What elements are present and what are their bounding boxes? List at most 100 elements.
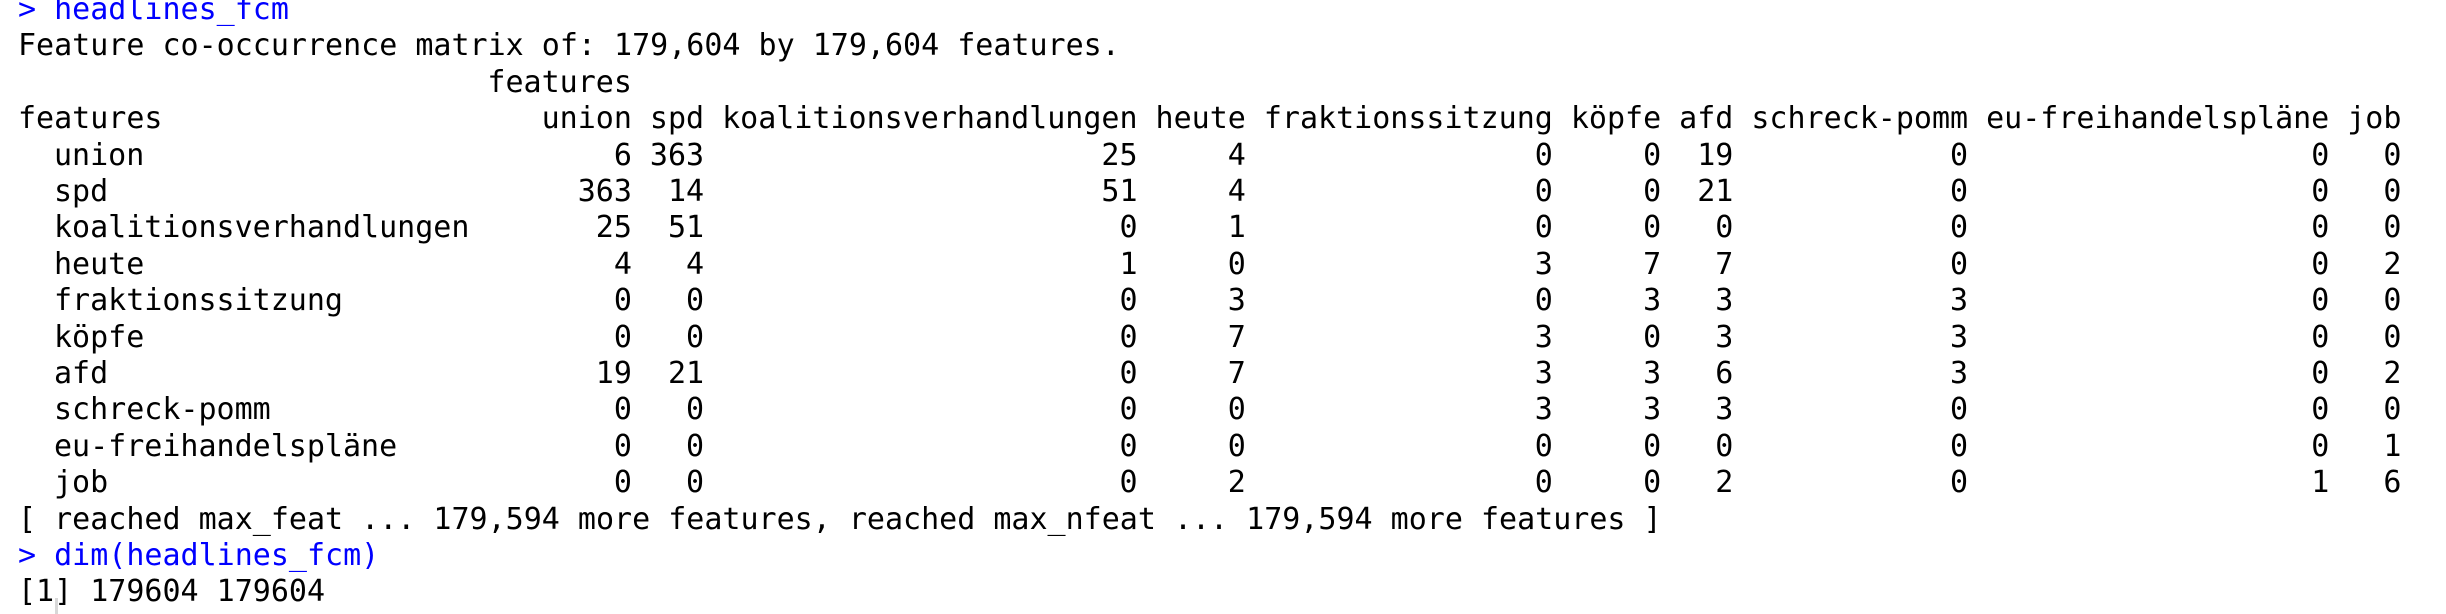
matrix-cell: 3 bbox=[1534, 246, 1553, 282]
console-command: headlines_fcm bbox=[54, 0, 289, 27]
matrix-cell: 3 bbox=[1534, 356, 1553, 392]
matrix-cell: 3 bbox=[1643, 356, 1662, 392]
matrix-cell: 0 bbox=[1119, 319, 1138, 355]
matrix-cell: 0 bbox=[2311, 356, 2330, 392]
matrix-cell: 21 bbox=[667, 356, 705, 392]
matrix-cell: 51 bbox=[667, 210, 705, 246]
matrix-cell: 0 bbox=[613, 392, 632, 428]
matrix-cell: 0 bbox=[1119, 428, 1138, 464]
matrix-cell: 0 bbox=[2311, 428, 2330, 464]
dim-label-row: features bbox=[18, 65, 2401, 101]
row-feature-name: köpfe bbox=[54, 319, 145, 355]
row-dim-label: features bbox=[18, 101, 163, 137]
console-command-line-2: > dim(headlines_fcm) bbox=[18, 538, 2428, 574]
fcm-matrix: features features union spd koalitionsverh… bbox=[18, 65, 2401, 502]
matrix-cell: 0 bbox=[2311, 283, 2330, 319]
matrix-cell: 0 bbox=[613, 319, 632, 355]
matrix-cell: 1 bbox=[2383, 428, 2402, 464]
matrix-cell: 0 bbox=[613, 465, 632, 501]
table-row: eu-freihandelspläne 0 0 0 0 0 0 0 0 0 1 bbox=[18, 429, 2401, 465]
table-row: fraktionssitzung 0 0 0 3 0 3 3 3 0 0 bbox=[18, 283, 2401, 319]
matrix-cell: 0 bbox=[2383, 319, 2402, 355]
matrix-cell: 1 bbox=[2311, 465, 2330, 501]
column-header: afd bbox=[1679, 101, 1734, 137]
matrix-cell: 0 bbox=[2383, 137, 2402, 173]
column-header: heute bbox=[1155, 101, 1246, 137]
matrix-cell: 0 bbox=[1950, 246, 1969, 282]
table-row: afd 19 21 0 7 3 3 6 3 0 2 bbox=[18, 356, 2401, 392]
matrix-cell: 19 bbox=[1697, 137, 1734, 173]
column-header: job bbox=[2347, 101, 2402, 137]
matrix-cell: 6 bbox=[2383, 465, 2402, 501]
matrix-cell: 25 bbox=[1101, 137, 1138, 173]
table-row: spd 363 14 51 4 0 0 21 0 0 0 bbox=[18, 174, 2401, 210]
fcm-summary: Feature co-occurrence matrix of: 179,604… bbox=[18, 28, 1120, 64]
matrix-cell: 7 bbox=[1715, 246, 1734, 282]
matrix-cell: 363 bbox=[649, 137, 705, 173]
row-feature-name: heute bbox=[54, 246, 145, 282]
matrix-cell: 0 bbox=[1950, 174, 1969, 209]
matrix-cell: 7 bbox=[1643, 246, 1662, 282]
matrix-cell: 4 bbox=[686, 246, 705, 282]
column-header-row: features union spd koalitionsverhandlungen… bbox=[18, 101, 2401, 137]
col-dim-label: features bbox=[487, 64, 632, 100]
matrix-cell: 0 bbox=[2311, 174, 2330, 209]
matrix-cell: 3 bbox=[1715, 319, 1734, 355]
table-row: schreck-pomm 0 0 0 0 3 3 3 0 0 0 bbox=[18, 392, 2401, 428]
console-prompt: > bbox=[18, 0, 37, 27]
matrix-cell: 0 bbox=[1950, 210, 1969, 246]
column-header: koalitionsverhandlungen bbox=[722, 101, 1138, 137]
matrix-cell: 4 bbox=[1227, 174, 1246, 209]
matrix-cell: 3 bbox=[1950, 319, 1969, 355]
matrix-cell: 0 bbox=[613, 283, 632, 319]
matrix-cell: 0 bbox=[2311, 210, 2330, 246]
matrix-cell: 3 bbox=[1227, 283, 1246, 319]
row-feature-name: fraktionssitzung bbox=[54, 283, 343, 319]
matrix-cell: 363 bbox=[577, 174, 632, 209]
matrix-cell: 0 bbox=[1643, 210, 1662, 246]
matrix-cell: 0 bbox=[1715, 428, 1734, 464]
row-feature-name: schreck-pomm bbox=[54, 392, 271, 428]
matrix-cell: 0 bbox=[1534, 210, 1553, 246]
matrix-cell: 6 bbox=[1715, 356, 1734, 392]
matrix-cell: 0 bbox=[1950, 137, 1969, 173]
matrix-cell: 0 bbox=[2383, 283, 2402, 319]
console-command-2: dim(headlines_fcm) bbox=[54, 538, 380, 574]
matrix-cell: 0 bbox=[686, 428, 705, 464]
row-feature-name: spd bbox=[54, 174, 109, 209]
matrix-cell: 3 bbox=[1643, 392, 1662, 428]
matrix-cell: 2 bbox=[2383, 246, 2402, 282]
matrix-cell: 3 bbox=[1715, 392, 1734, 428]
matrix-cell: 0 bbox=[1950, 428, 1969, 464]
matrix-cell: 51 bbox=[1101, 174, 1138, 209]
table-row: heute 4 4 1 0 3 7 7 0 0 2 bbox=[18, 247, 2401, 283]
dim-output: [1] 179604 179604 bbox=[18, 574, 326, 610]
console-prompt-2: > bbox=[18, 538, 37, 574]
column-header: eu-freihandelspläne bbox=[1986, 101, 2330, 137]
truncation-note: [ reached max_feat ... 179,594 more feat… bbox=[18, 501, 1662, 537]
matrix-cell: 0 bbox=[1715, 210, 1734, 246]
matrix-cell: 0 bbox=[1227, 246, 1246, 282]
matrix-cell: 0 bbox=[2311, 319, 2330, 355]
matrix-cell: 4 bbox=[1227, 137, 1246, 173]
table-row: union 6 363 25 4 0 0 19 0 0 0 bbox=[18, 138, 2401, 174]
matrix-cell: 0 bbox=[2311, 392, 2330, 428]
table-row: köpfe 0 0 0 7 3 0 3 3 0 0 bbox=[18, 320, 2401, 356]
r-console[interactable]: > headlines_fcm Feature co-occurrence ma… bbox=[18, 0, 2428, 611]
matrix-cell: 0 bbox=[1119, 283, 1138, 319]
column-header: schreck-pomm bbox=[1751, 101, 1969, 137]
console-command-line: > headlines_fcm bbox=[18, 0, 2428, 28]
matrix-cell: 0 bbox=[1643, 137, 1662, 173]
matrix-cell: 0 bbox=[1534, 283, 1553, 319]
column-header: köpfe bbox=[1570, 101, 1662, 137]
fcm-matrix-body: union 6 363 25 4 0 0 19 0 0 0 spd 363 14 51 4 0 0 21 0 0 0 koa… bbox=[18, 138, 2401, 502]
matrix-cell: 7 bbox=[1227, 319, 1246, 355]
matrix-cell: 0 bbox=[1643, 428, 1662, 464]
matrix-cell: 0 bbox=[1643, 319, 1662, 355]
matrix-cell: 0 bbox=[1534, 465, 1553, 501]
row-feature-name: eu-freihandelspläne bbox=[54, 428, 398, 464]
matrix-cell: 0 bbox=[2311, 246, 2330, 282]
row-feature-name: union bbox=[54, 137, 145, 173]
matrix-cell: 0 bbox=[686, 392, 705, 428]
matrix-cell: 2 bbox=[1715, 465, 1734, 501]
